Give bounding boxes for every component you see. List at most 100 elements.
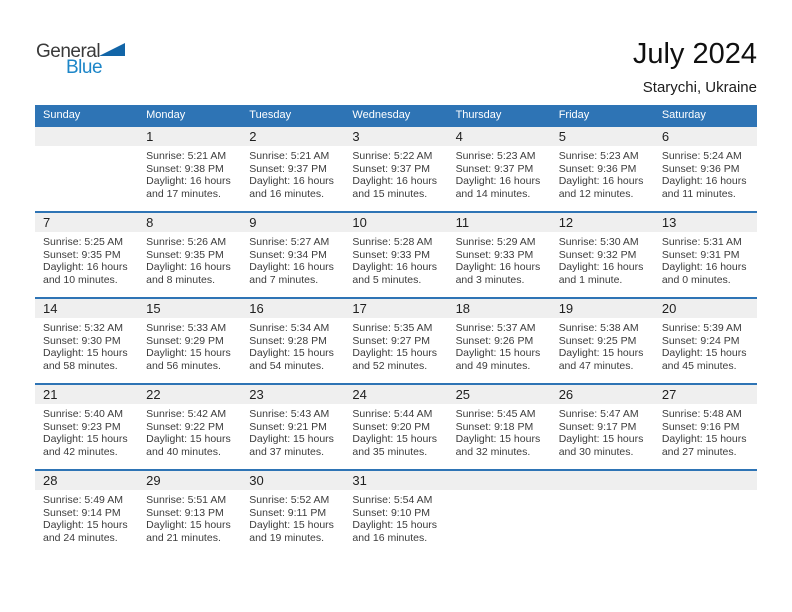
day-details: Sunrise: 5:26 AM Sunset: 9:35 PM Daylight:… — [138, 232, 241, 286]
daylight-line-1: Daylight: 15 hours — [43, 433, 128, 446]
day-cell: 27 Sunrise: 5:48 AM Sunset: 9:16 PM Dayligh… — [653, 385, 757, 469]
day-number: 29 — [138, 471, 242, 490]
daylight-line-1: Daylight: 15 hours — [455, 433, 541, 446]
day-number: 26 — [550, 385, 654, 404]
day-details: Sunrise: 5:51 AM Sunset: 9:13 PM Daylight:… — [138, 490, 241, 544]
sunrise-line: Sunrise: 5:21 AM — [146, 150, 227, 162]
sunset-line: Sunset: 9:35 PM — [146, 248, 224, 261]
daylight-line-2: and 56 minutes. — [146, 359, 221, 372]
week-row: 28 Sunrise: 5:49 AM Sunset: 9:14 PM Dayligh… — [35, 469, 757, 555]
daylight-line-2: and 8 minutes. — [146, 273, 216, 286]
weekday-header-saturday: Saturday — [661, 109, 706, 121]
day-cell: 26 Sunrise: 5:47 AM Sunset: 9:17 PM Dayligh… — [550, 385, 654, 469]
empty-day-cell — [550, 471, 654, 555]
sunrise-line: Sunrise: 5:34 AM — [249, 322, 330, 334]
day-number: 12 — [550, 213, 654, 232]
day-number: 31 — [344, 471, 448, 490]
sunrise-line: Sunrise: 5:37 AM — [455, 322, 536, 334]
daylight-line-1: Daylight: 16 hours — [146, 261, 231, 274]
day-cell: 31 Sunrise: 5:54 AM Sunset: 9:10 PM Dayligh… — [344, 471, 448, 555]
day-number: 7 — [35, 213, 139, 232]
day-number: 19 — [550, 299, 654, 318]
day-cell: 7 Sunrise: 5:25 AM Sunset: 9:35 PM Daylight… — [35, 213, 139, 297]
day-number: 1 — [138, 127, 242, 146]
daylight-line-2: and 37 minutes. — [249, 445, 324, 458]
day-cell: 11 Sunrise: 5:29 AM Sunset: 9:33 PM Dayligh… — [447, 213, 551, 297]
daylight-line-1: Daylight: 15 hours — [146, 347, 231, 360]
daylight-line-1: Daylight: 15 hours — [146, 433, 231, 446]
day-cell: 21 Sunrise: 5:40 AM Sunset: 9:23 PM Dayligh… — [35, 385, 139, 469]
daylight-line-1: Daylight: 15 hours — [558, 347, 644, 360]
day-cell: 2 Sunrise: 5:21 AM Sunset: 9:37 PM Daylight… — [241, 127, 345, 211]
sunrise-line: Sunrise: 5:23 AM — [455, 150, 536, 162]
day-details: Sunrise: 5:47 AM Sunset: 9:17 PM Daylight:… — [551, 404, 654, 458]
sunrise-line: Sunrise: 5:49 AM — [43, 494, 123, 506]
sunrise-line: Sunrise: 5:51 AM — [146, 494, 227, 506]
sunrise-line: Sunrise: 5:22 AM — [352, 150, 433, 162]
day-cell: 10 Sunrise: 5:28 AM Sunset: 9:33 PM Dayligh… — [344, 213, 448, 297]
month-title: July 2024 — [632, 38, 757, 70]
sunset-line: Sunset: 9:10 PM — [352, 506, 431, 519]
sunrise-line: Sunrise: 5:24 AM — [661, 150, 742, 162]
sunrise-line: Sunrise: 5:43 AM — [249, 408, 330, 420]
daylight-line-1: Daylight: 15 hours — [43, 519, 128, 532]
title-block: July 2024 Starychi, Ukraine — [633, 38, 757, 96]
day-cell: 30 Sunrise: 5:52 AM Sunset: 9:11 PM Dayligh… — [241, 471, 345, 555]
daylight-line-1: Daylight: 15 hours — [352, 519, 438, 532]
sunset-line: Sunset: 9:37 PM — [352, 162, 431, 175]
day-number: 30 — [241, 471, 345, 490]
day-number: 28 — [35, 471, 139, 490]
sunrise-line: Sunrise: 5:25 AM — [43, 236, 123, 248]
daylight-line-1: Daylight: 16 hours — [455, 175, 541, 188]
weekday-header-thursday: Thursday — [455, 109, 502, 121]
day-number: 16 — [241, 299, 345, 318]
day-details: Sunrise: 5:45 AM Sunset: 9:18 PM Daylight:… — [448, 404, 551, 458]
sunrise-line: Sunrise: 5:48 AM — [661, 408, 742, 420]
sunset-line: Sunset: 9:14 PM — [43, 506, 121, 519]
day-cell: 19 Sunrise: 5:38 AM Sunset: 9:25 PM Dayligh… — [550, 299, 654, 383]
weekday-header-monday: Monday — [146, 109, 186, 121]
day-details: Sunrise: 5:48 AM Sunset: 9:16 PM Daylight:… — [654, 404, 757, 458]
day-cell: 22 Sunrise: 5:42 AM Sunset: 9:22 PM Dayligh… — [138, 385, 242, 469]
week-row: 1 Sunrise: 5:21 AM Sunset: 9:38 PM Daylight… — [35, 125, 757, 211]
day-details: Sunrise: 5:22 AM Sunset: 9:37 PM Daylight:… — [344, 146, 447, 200]
sunrise-line: Sunrise: 5:44 AM — [352, 408, 433, 420]
location-subtitle: Starychi, Ukraine — [642, 79, 757, 96]
day-cell: 23 Sunrise: 5:43 AM Sunset: 9:21 PM Dayligh… — [241, 385, 345, 469]
sunrise-line: Sunrise: 5:27 AM — [249, 236, 330, 248]
sunrise-line: Sunrise: 5:47 AM — [558, 408, 639, 420]
day-cell: 8 Sunrise: 5:26 AM Sunset: 9:35 PM Daylight… — [138, 213, 242, 297]
day-cell: 1 Sunrise: 5:21 AM Sunset: 9:38 PM Daylight… — [138, 127, 242, 211]
daylight-line-1: Daylight: 16 hours — [661, 175, 747, 188]
daylight-line-1: Daylight: 16 hours — [558, 175, 644, 188]
day-cell: 15 Sunrise: 5:33 AM Sunset: 9:29 PM Dayligh… — [138, 299, 242, 383]
day-cell: 20 Sunrise: 5:39 AM Sunset: 9:24 PM Dayligh… — [653, 299, 757, 383]
week-row: 21 Sunrise: 5:40 AM Sunset: 9:23 PM Dayligh… — [35, 383, 757, 469]
day-details: Sunrise: 5:31 AM Sunset: 9:31 PM Daylight:… — [654, 232, 757, 286]
sunset-line: Sunset: 9:25 PM — [558, 334, 637, 347]
daylight-line-1: Daylight: 15 hours — [249, 347, 334, 360]
day-cell: 6 Sunrise: 5:24 AM Sunset: 9:36 PM Daylight… — [653, 127, 757, 211]
logo-word-general: General — [36, 41, 101, 62]
day-number: 17 — [344, 299, 448, 318]
sunset-line: Sunset: 9:27 PM — [352, 334, 431, 347]
sunrise-line: Sunrise: 5:52 AM — [249, 494, 330, 506]
day-details: Sunrise: 5:34 AM Sunset: 9:28 PM Daylight:… — [241, 318, 344, 372]
day-details: Sunrise: 5:44 AM Sunset: 9:20 PM Daylight:… — [344, 404, 447, 458]
sunset-line: Sunset: 9:33 PM — [352, 248, 431, 261]
day-cell: 25 Sunrise: 5:45 AM Sunset: 9:18 PM Dayligh… — [447, 385, 551, 469]
day-details: Sunrise: 5:43 AM Sunset: 9:21 PM Daylight:… — [241, 404, 344, 458]
general-blue-logo: General Blue — [36, 41, 126, 77]
sunrise-line: Sunrise: 5:30 AM — [558, 236, 639, 248]
daylight-line-2: and 45 minutes. — [661, 359, 737, 372]
daylight-line-2: and 47 minutes. — [558, 359, 634, 372]
daylight-line-1: Daylight: 15 hours — [249, 433, 334, 446]
day-cell: 9 Sunrise: 5:27 AM Sunset: 9:34 PM Daylight… — [241, 213, 345, 297]
sunset-line: Sunset: 9:28 PM — [249, 334, 327, 347]
sunset-line: Sunset: 9:24 PM — [661, 334, 740, 347]
daylight-line-2: and 7 minutes. — [249, 273, 319, 286]
day-details: Sunrise: 5:25 AM Sunset: 9:35 PM Daylight:… — [35, 232, 138, 286]
day-number: 18 — [447, 299, 551, 318]
week-row: 14 Sunrise: 5:32 AM Sunset: 9:30 PM Dayligh… — [35, 297, 757, 383]
weekday-header-sunday: Sunday — [43, 109, 81, 121]
